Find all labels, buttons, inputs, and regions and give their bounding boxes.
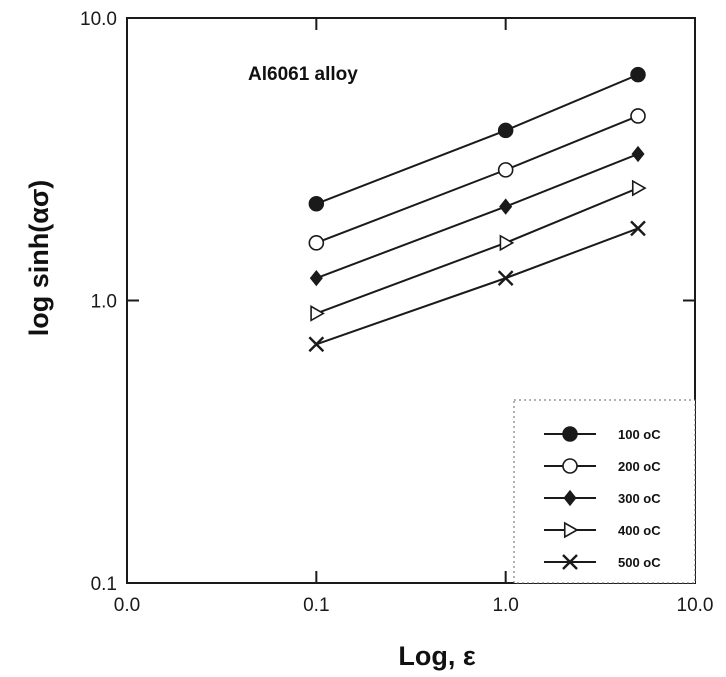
- x-tick-label: 0.1: [303, 595, 329, 616]
- legend-label: 200 oC: [618, 459, 661, 474]
- series-line: [316, 227, 639, 346]
- legend-label: 500 oC: [618, 555, 661, 570]
- legend-marker: [562, 426, 578, 442]
- y-axis-title: log sinh(ασ): [24, 180, 54, 337]
- legend-marker: [563, 489, 577, 507]
- data-point: [309, 269, 323, 287]
- data-point: [497, 162, 514, 178]
- legend-marker: [563, 521, 579, 539]
- legend-label: 400 oC: [618, 523, 661, 538]
- series-line: [315, 115, 639, 244]
- legend-label: 300 oC: [618, 491, 661, 506]
- data-point: [499, 198, 513, 215]
- data-point: [631, 179, 647, 197]
- x-tick-label: 1.0: [492, 595, 518, 616]
- data-point: [630, 66, 646, 83]
- data-point: [497, 122, 514, 139]
- x-tick-label: 0.0: [114, 595, 140, 616]
- y-tick-label: 1.0: [91, 292, 117, 313]
- data-point: [308, 196, 325, 212]
- data-point: [630, 220, 646, 237]
- series-4: [310, 179, 647, 322]
- chart-annotation: Al6061 alloy: [248, 64, 358, 85]
- series-line: [315, 153, 639, 280]
- legend-box: [513, 399, 696, 584]
- x-axis-title: Log, ε: [398, 641, 475, 671]
- series-2: [308, 108, 646, 251]
- data-point: [308, 235, 325, 251]
- legend-marker: [562, 458, 578, 474]
- data-point: [497, 270, 514, 286]
- legend-entry: 200 oC: [544, 458, 661, 474]
- data-point: [630, 108, 646, 124]
- series-line: [315, 73, 639, 205]
- data-point: [631, 145, 645, 163]
- data-point: [499, 234, 515, 252]
- legend-entry: 500 oC: [544, 554, 661, 570]
- legend-entry: 100 oC: [544, 426, 661, 442]
- x-tick-label: 10.0: [677, 595, 714, 616]
- series-layer: [308, 66, 647, 353]
- series-5: [308, 220, 646, 353]
- legend: 100 oC 200 oC 300 oC 400 oC 500 oC: [513, 399, 696, 584]
- series-1: [308, 66, 646, 212]
- legend-entry: 400 oC: [544, 521, 661, 539]
- legend-marker: [562, 554, 578, 570]
- y-tick-label: 0.1: [91, 574, 117, 595]
- series-3: [309, 145, 645, 287]
- series-line: [315, 187, 639, 315]
- legend-label: 100 oC: [618, 427, 661, 442]
- data-point: [310, 305, 325, 322]
- legend-entry: 300 oC: [544, 489, 661, 507]
- y-tick-label: 10.0: [80, 9, 117, 30]
- data-point: [308, 336, 325, 353]
